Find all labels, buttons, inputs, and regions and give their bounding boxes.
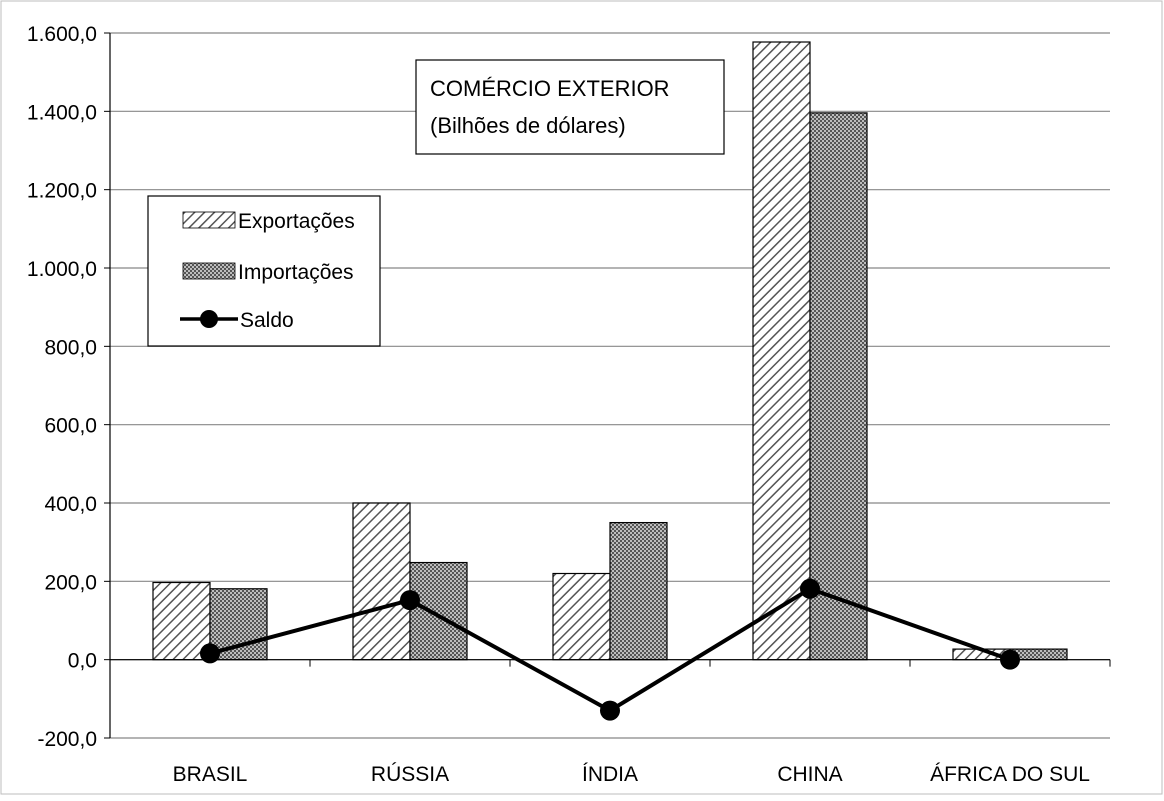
bar-importacoes — [809, 112, 868, 661]
legend-label-saldo: Saldo — [240, 309, 294, 332]
x-tick-label: BRASIL — [173, 763, 248, 786]
legend-swatch-exportacoes — [182, 211, 236, 229]
saldo-line — [200, 578, 1020, 721]
y-tick-label: 0,0 — [68, 650, 97, 673]
y-tick-label: 600,0 — [44, 415, 97, 438]
bar-importacoes — [609, 521, 668, 661]
chart-title-line-1: COMÉRCIO EXTERIOR — [430, 76, 670, 101]
bar-importacoes — [409, 561, 468, 661]
legend-label-exportacoes: Exportações — [238, 210, 355, 233]
legend: Exportações Importações Saldo — [147, 195, 381, 347]
saldo-point — [400, 590, 420, 611]
saldo-point — [200, 643, 220, 664]
y-tick-label: 1.600,0 — [27, 23, 97, 46]
y-tick-labels: -200,0 0,0 200,0 400,0 600,0 800,0 1.000,0 1.20… — [27, 23, 97, 751]
y-tick-label: -200,0 — [37, 728, 97, 751]
bar-exportacoes — [552, 572, 611, 661]
legend-label-importacoes: Importações — [238, 261, 354, 284]
legend-swatch-saldo-marker — [200, 310, 218, 328]
bar-exportacoes — [352, 502, 411, 661]
saldo-point — [600, 700, 620, 721]
y-tick-label: 800,0 — [44, 336, 97, 359]
x-tick-label: RÚSSIA — [371, 763, 449, 786]
saldo-point — [1000, 649, 1020, 670]
x-tick-labels: BRASIL RÚSSIA ÍNDIA CHINA ÁFRICA DO SUL — [173, 763, 1090, 786]
legend-swatch-importacoes — [182, 262, 236, 280]
x-tick-label: ÍNDIA — [582, 763, 638, 786]
y-tick-label: 1.200,0 — [27, 180, 97, 203]
bars — [152, 41, 1068, 661]
chart-title-line-2: (Bilhões de dólares) — [430, 113, 626, 138]
bar-exportacoes — [752, 41, 811, 661]
y-tick-label: 1.000,0 — [27, 258, 97, 281]
y-tick-label: 1.400,0 — [27, 101, 97, 124]
y-tick-label: 200,0 — [44, 571, 97, 594]
saldo-point — [800, 578, 820, 599]
x-tick-label: ÁFRICA DO SUL — [930, 763, 1090, 786]
x-tick-label: CHINA — [777, 763, 842, 786]
bar-exportacoes — [152, 581, 211, 661]
y-tick-label: 400,0 — [44, 493, 97, 516]
axes — [104, 32, 1111, 739]
chart-title-box: COMÉRCIO EXTERIOR (Bilhões de dólares) — [415, 59, 725, 155]
